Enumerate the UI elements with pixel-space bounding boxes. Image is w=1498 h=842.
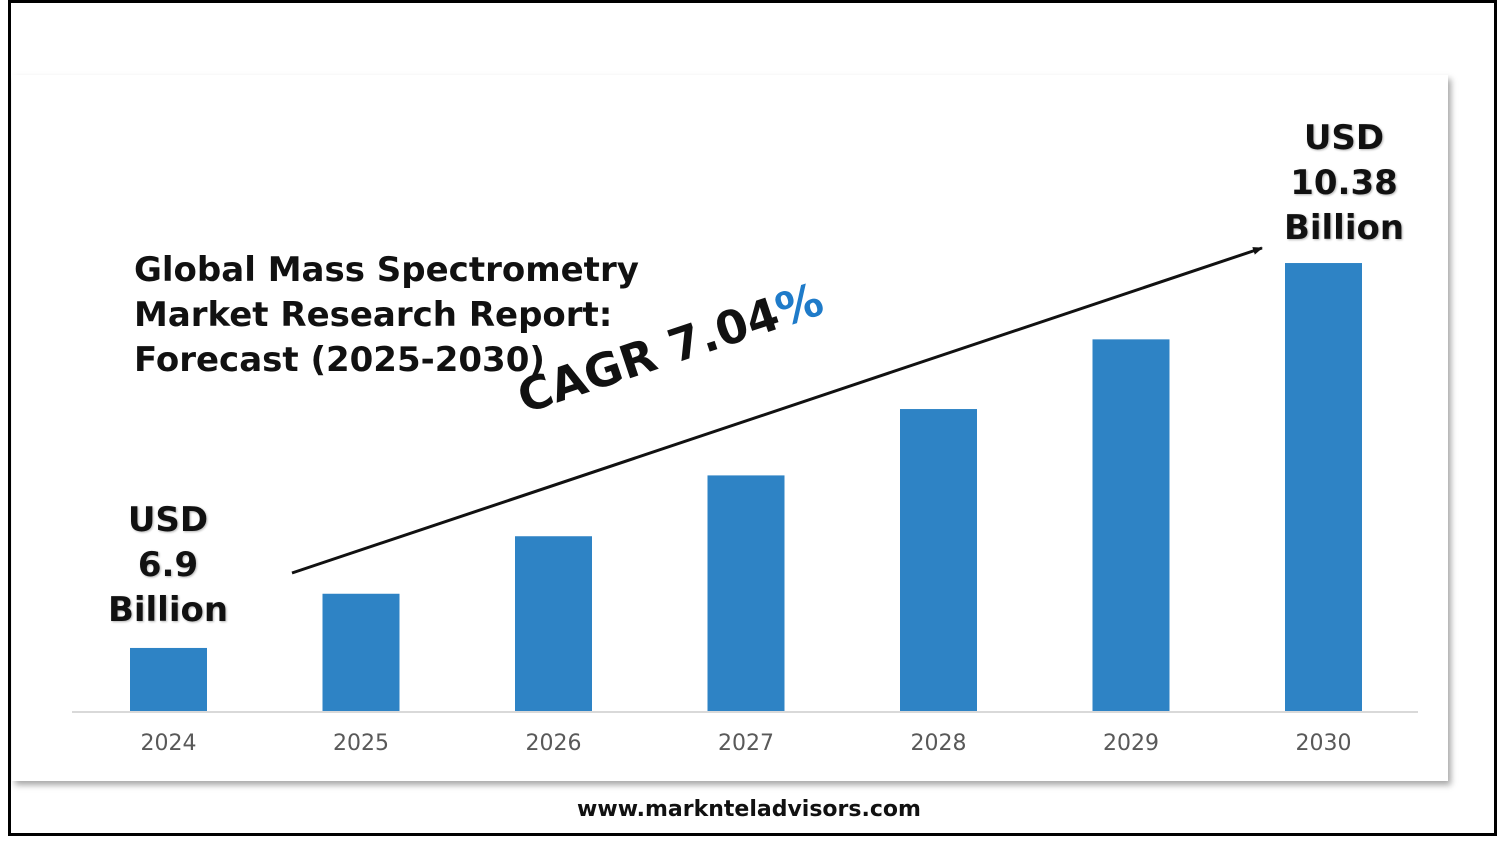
x-tick-label: 2028 [911, 731, 967, 756]
x-tick-label: 2026 [526, 731, 582, 756]
bar-2028 [900, 409, 977, 711]
bar-2029 [1092, 339, 1170, 711]
x-tick-label: 2027 [718, 731, 774, 756]
chart-title: Global Mass Spectrometry Market Research… [134, 250, 639, 380]
bar-2025 [322, 593, 400, 711]
growth-arrow [291, 246, 1263, 575]
end-label-unit: Billion [1283, 208, 1405, 248]
x-tick-label: 2024 [141, 731, 197, 756]
start-label-currency: USD [127, 500, 209, 540]
start-label-value: 6.9 [137, 545, 199, 585]
x-tick-label: 2025 [333, 731, 389, 756]
start-label-unit: Billion [107, 590, 229, 630]
bar-2026 [515, 536, 592, 711]
bar-2027 [707, 475, 785, 711]
end-label-currency: USD [1303, 118, 1385, 158]
x-tick-label: 2030 [1296, 731, 1352, 756]
bar-2030 [1285, 263, 1362, 711]
bar-2024 [130, 647, 207, 711]
x-tick-label: 2029 [1103, 731, 1159, 756]
end-value-label: USD 10.38 Billion [1264, 116, 1424, 251]
start-value-label: USD 6.9 Billion [100, 498, 236, 633]
footer-website: www.marknteladvisors.com [577, 797, 921, 822]
end-label-value: 10.38 [1290, 163, 1398, 203]
